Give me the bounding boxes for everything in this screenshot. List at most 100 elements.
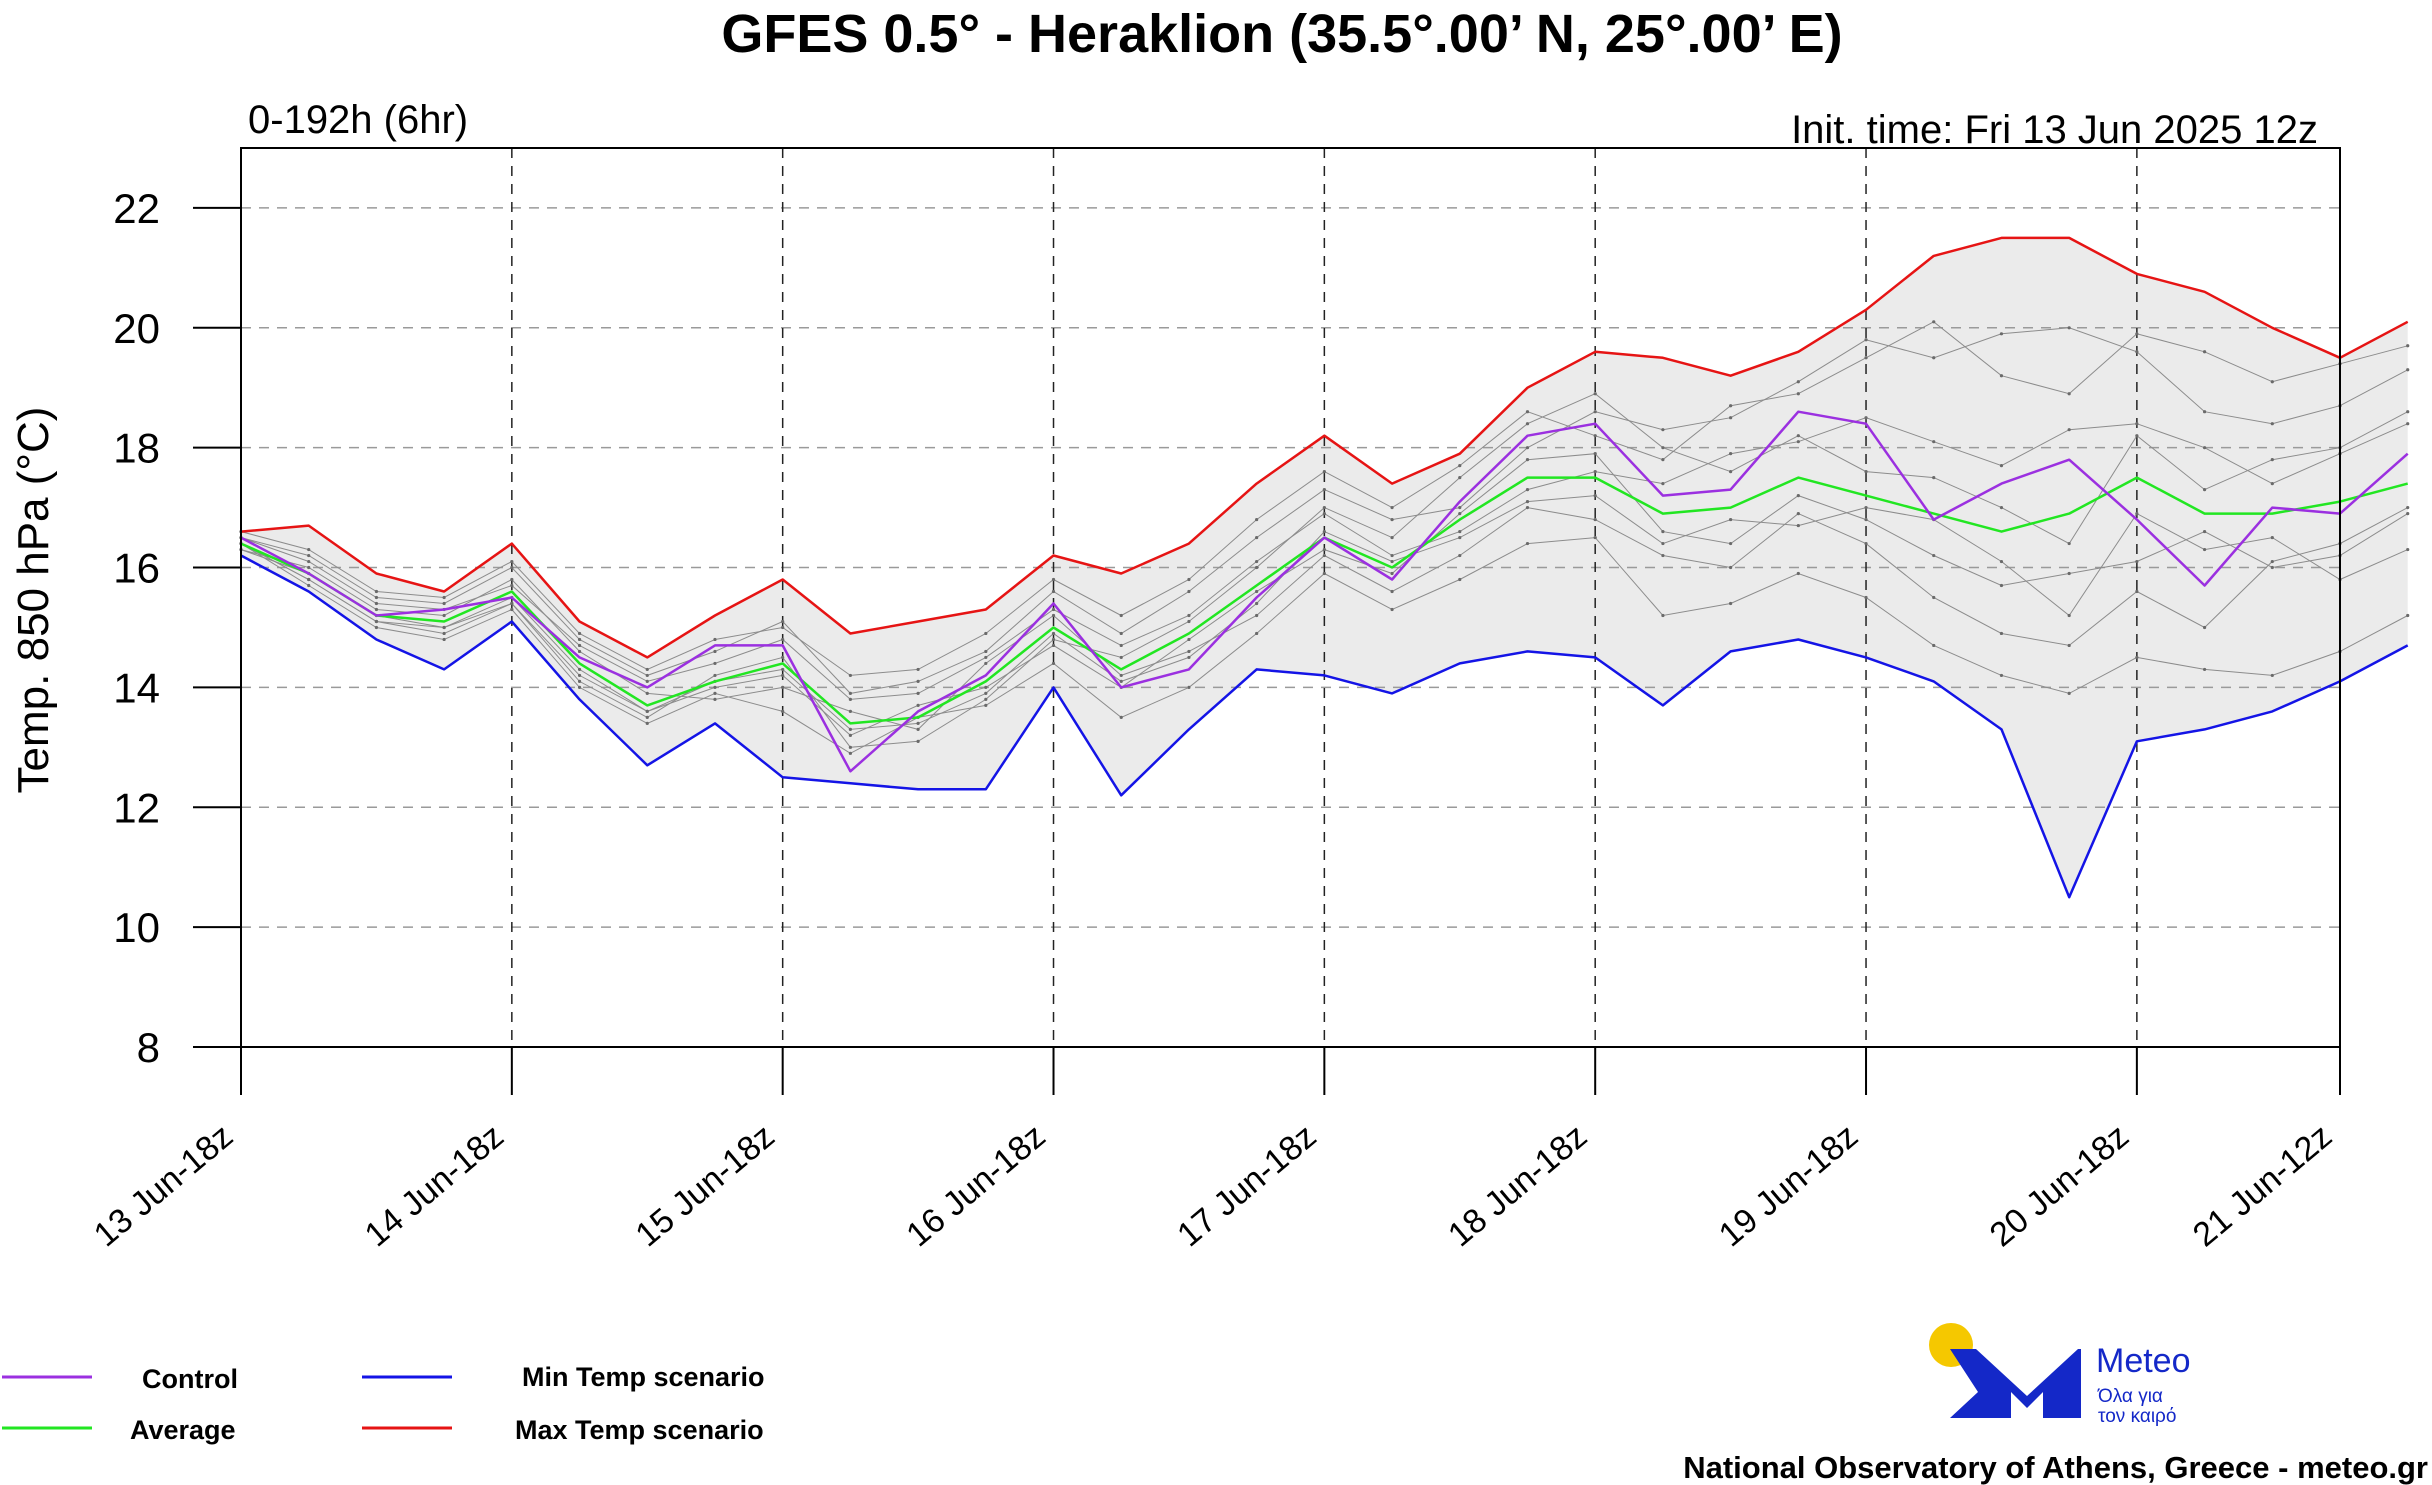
ensemble-member-point xyxy=(848,697,852,701)
ensemble-member-point xyxy=(577,637,582,642)
ensemble-member-point xyxy=(645,721,649,725)
ensemble-member-point xyxy=(1390,506,1394,510)
ensemble-member-point xyxy=(1255,535,1259,540)
ensemble-member-point xyxy=(2067,428,2071,432)
ensemble-member-point xyxy=(1119,643,1123,648)
ensemble-member-point xyxy=(1864,517,1868,522)
ensemble-member-point xyxy=(781,667,785,672)
init-time: Init. time: Fri 13 Jun 2025 12z xyxy=(1791,108,2318,152)
ensemble-member-point xyxy=(2135,589,2139,594)
ensemble-member-point xyxy=(1322,553,1326,558)
ensemble-member-point xyxy=(1458,529,1462,534)
ensemble-member-point xyxy=(1661,446,1665,450)
ensemble-member-point xyxy=(307,577,311,582)
ensemble-member-point xyxy=(2067,541,2071,546)
ensemble-member-point xyxy=(1119,655,1123,660)
ensemble-member-point xyxy=(2202,547,2207,552)
ensemble-member-point xyxy=(1593,434,1597,438)
series-line-control xyxy=(240,410,2409,773)
ensemble-member-point xyxy=(307,559,311,564)
y-tick-label: 8 xyxy=(137,1024,160,1071)
ensemble-member-point xyxy=(781,619,785,624)
ensemble-member-point xyxy=(307,553,311,558)
ensemble-member-point xyxy=(1255,565,1259,570)
ensemble-member-point xyxy=(2135,332,2139,336)
y-tick-label: 16 xyxy=(113,545,160,592)
ensemble-member-point xyxy=(1458,476,1462,480)
ensemble-member-point xyxy=(1729,601,1733,606)
footer-credit: National Observatory of Athens, Greece -… xyxy=(1683,1450,2428,1485)
ensemble-member-point xyxy=(374,607,379,612)
legend-item-min: Min Temp scenario xyxy=(362,1362,765,1392)
ensemble-member-point xyxy=(2270,559,2274,564)
ensemble-member-point xyxy=(1187,637,1191,642)
ensemble-member-point xyxy=(1525,541,1530,546)
ensemble-member-point xyxy=(2406,547,2410,552)
ensemble-member-point xyxy=(916,727,920,731)
ensemble-member-point xyxy=(1593,535,1597,540)
ensemble-member-point xyxy=(374,589,379,594)
ensemble-member-point xyxy=(1322,529,1326,534)
ensemble-member-point xyxy=(2135,655,2139,660)
ensemble-member-point xyxy=(1729,565,1733,570)
ensemble-member-point xyxy=(510,577,514,582)
ensemble-member-point xyxy=(2406,511,2410,516)
ensemble-member-point xyxy=(645,715,649,719)
ensemble-member-point xyxy=(577,643,582,648)
ensemble-member-point xyxy=(645,667,649,672)
ensemble-member-point xyxy=(1187,577,1191,582)
ensemble-member-point xyxy=(2202,667,2207,672)
x-tick-label: 17 Jun-18z xyxy=(1170,1117,1323,1254)
legend-item-average: Average xyxy=(2,1415,236,1445)
ensemble-member-point xyxy=(1051,589,1056,594)
ensemble-member-point xyxy=(848,691,852,695)
ensemble-member-point xyxy=(510,601,514,606)
legend-label-max: Max Temp scenario xyxy=(515,1415,764,1445)
ensemble-member-point xyxy=(1525,500,1530,504)
y-tick-label: 22 xyxy=(113,185,160,232)
ensemble-member-point xyxy=(1458,506,1462,510)
ensemble-member-point xyxy=(713,649,717,654)
ensemble-member-point xyxy=(2406,613,2410,618)
ensemble-member-point xyxy=(984,697,988,701)
ensemble-member-point xyxy=(442,595,446,600)
ensemble-member-point xyxy=(1729,470,1733,474)
ensemble-member-point xyxy=(1525,446,1530,450)
ensemble-member-point xyxy=(645,709,649,713)
ensemble-member-point xyxy=(374,601,379,606)
ensemble-member-point xyxy=(1729,416,1733,420)
ensemble-member-point xyxy=(713,661,717,666)
ensemble-member-point xyxy=(2067,392,2071,396)
ensemble-member-point xyxy=(1119,631,1123,636)
ensemble-member-point xyxy=(577,679,582,684)
y-axis-label: Temp. 850 hPa (°C) xyxy=(9,407,58,794)
ensemble-member-point xyxy=(442,625,446,630)
ensemble-member-point xyxy=(1390,589,1394,594)
ensemble-member-point xyxy=(781,685,785,690)
ensemble-member-point xyxy=(1864,541,1868,546)
x-tick-label: 18 Jun-18z xyxy=(1441,1117,1594,1254)
ensemble-member-point xyxy=(1593,392,1597,396)
ensemble-member-point xyxy=(1187,589,1191,594)
ensemble-member-point xyxy=(1525,410,1530,414)
ensemble-member-point xyxy=(1661,482,1665,486)
ensemble-member-point xyxy=(2135,559,2139,564)
ensemble-member-point xyxy=(2406,506,2410,510)
ensemble-member-point xyxy=(1390,517,1394,522)
ensemble-member-point xyxy=(1864,506,1868,510)
ensemble-member-point xyxy=(984,703,988,707)
ensemble-member-point xyxy=(848,733,852,737)
legend-item-control: Control xyxy=(2,1364,238,1394)
ensemble-member-point xyxy=(916,667,920,672)
ensemble-member-point xyxy=(1390,553,1394,558)
ensemble-member-point xyxy=(916,739,920,743)
legend: Control Average Min Temp scenario Max Te… xyxy=(2,1362,765,1445)
ensemble-member-point xyxy=(781,655,785,660)
ensemble-member-point xyxy=(984,685,988,690)
ensemble-member-point xyxy=(1051,631,1056,636)
ensemble-member-point xyxy=(781,625,785,630)
ensemble-member-point xyxy=(1051,643,1056,648)
ensemble-member-point xyxy=(2135,422,2139,426)
ensemble-member-point xyxy=(848,751,852,755)
x-tick-label: 14 Jun-18z xyxy=(358,1117,511,1254)
